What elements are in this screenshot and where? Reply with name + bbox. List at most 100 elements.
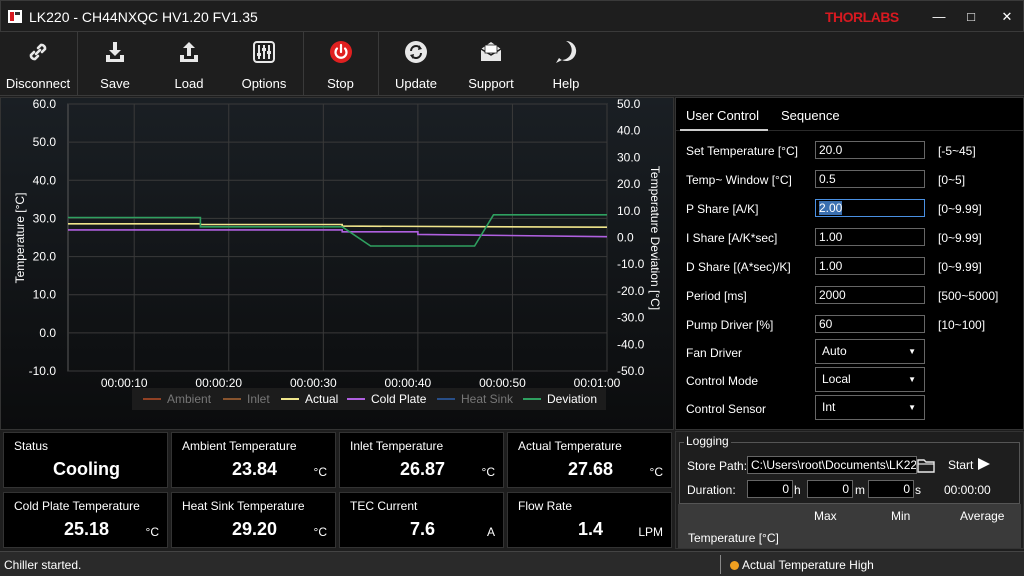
temperature-chart: 60.0 50.0 40.0 30.0 20.0 10.0 0.0 -10.0 50.0 40.0…	[13, 98, 662, 410]
tile-value: 29.20	[231, 519, 278, 539]
heat-sink-temperature-tile: Heat Sink Temperature 29.20 °C	[171, 492, 336, 548]
max-header: Max	[814, 509, 837, 523]
y2-tick-label: 10.0	[617, 204, 641, 218]
tile-label: Heat Sink Temperature	[182, 499, 305, 513]
help-label: Help	[552, 76, 580, 91]
temp-window-input[interactable]: 0.5	[815, 170, 925, 188]
control-mode-select[interactable]: Local ▼	[815, 367, 925, 392]
play-icon[interactable]	[977, 457, 991, 471]
tile-label: Actual Temperature	[518, 439, 622, 453]
d-share-label: D Share [(A*sec)/K]	[686, 260, 791, 274]
logging-title: Logging	[684, 434, 731, 448]
save-button[interactable]: Save	[78, 32, 152, 96]
maximize-button[interactable]: □	[967, 9, 975, 24]
y2-tick-label: -40.0	[617, 337, 645, 351]
legend-item-heat-sink[interactable]: Heat Sink	[461, 392, 514, 406]
d-share-input[interactable]: 1.00	[815, 257, 925, 275]
series-line-cold-plate	[68, 229, 608, 238]
folder-icon[interactable]	[917, 457, 935, 473]
update-button[interactable]: Update	[379, 32, 453, 96]
brand-logo: THORLABS	[825, 9, 899, 25]
load-button[interactable]: Load	[152, 32, 226, 96]
y2-tick-label: -30.0	[617, 311, 645, 325]
legend-item-actual[interactable]: Actual	[305, 392, 338, 406]
pump-driver-label: Pump Driver [%]	[686, 318, 774, 332]
store-path-input[interactable]: C:\Users\root\Documents\LK22	[747, 456, 917, 474]
duration-hours-input[interactable]: 0	[747, 480, 793, 498]
active-tab-indicator	[680, 129, 768, 131]
tile-value: 23.84	[231, 459, 278, 479]
sliders-icon	[253, 41, 275, 63]
disconnect-label: Disconnect	[5, 76, 71, 91]
x-tick-label: 00:00:30	[290, 376, 337, 390]
x-tick-label: 00:01:00	[574, 376, 621, 390]
y2-tick-label: 20.0	[617, 177, 641, 191]
minimize-button[interactable]: —	[932, 9, 946, 24]
x-tick-label: 00:00:20	[195, 376, 242, 390]
status-alert: Actual Temperature High	[742, 558, 874, 572]
y-tick-label: 30.0	[33, 211, 57, 225]
control-mode-label: Control Mode	[686, 374, 759, 388]
upload-icon	[180, 42, 198, 62]
cold-plate-temperature-tile: Cold Plate Temperature 25.18 °C	[3, 492, 168, 548]
fan-driver-select[interactable]: Auto ▼	[815, 339, 925, 364]
close-button[interactable]: ✕	[1001, 9, 1013, 24]
period-input[interactable]: 2000	[815, 286, 925, 304]
pump-driver-input[interactable]: 60	[815, 315, 925, 333]
series-line-deviation	[68, 214, 607, 247]
y2-tick-label: -50.0	[617, 364, 645, 378]
stop-button[interactable]: Stop	[304, 32, 377, 96]
y-axis-label: Temperature [°C]	[13, 193, 27, 284]
series-line-actual	[68, 223, 608, 228]
p-share-input[interactable]: 2.00	[815, 199, 925, 217]
i-share-label: I Share [A/K*sec]	[686, 231, 778, 245]
control-sensor-select[interactable]: Int ▼	[815, 395, 925, 420]
plot-area	[67, 103, 608, 372]
tile-value: 27.68	[567, 459, 614, 479]
logging-group	[679, 442, 1020, 504]
tile-label: Cold Plate Temperature	[14, 499, 140, 513]
tab-user-control[interactable]: User Control	[686, 108, 759, 123]
duration-minutes-input[interactable]: 0	[807, 480, 853, 498]
fan-driver-value: Auto	[822, 344, 847, 358]
tile-label: Ambient Temperature	[182, 439, 297, 453]
tile-value: 1.4	[577, 519, 604, 539]
tile-value: 26.87	[399, 459, 446, 479]
options-button[interactable]: Options	[226, 32, 302, 96]
legend-item-inlet[interactable]: Inlet	[247, 392, 270, 406]
chevron-down-icon: ▼	[908, 347, 916, 356]
disconnect-button[interactable]: Disconnect	[0, 32, 76, 96]
tile-unit: °C	[313, 525, 327, 539]
duration-seconds-input[interactable]: 0	[868, 480, 914, 498]
link-icon	[29, 43, 47, 61]
store-path-label: Store Path:	[687, 459, 748, 473]
download-icon	[106, 42, 124, 62]
temperature-chart-panel: 60.0 50.0 40.0 30.0 20.0 10.0 0.0 -10.0 50.0 40.0…	[0, 97, 674, 430]
support-button[interactable]: Support	[453, 32, 529, 96]
power-icon	[329, 41, 352, 63]
actual-temperature-tile: Actual Temperature 27.68 °C	[507, 432, 672, 488]
svg-text:?: ?	[562, 44, 571, 60]
i-share-input[interactable]: 1.00	[815, 228, 925, 246]
tab-sequence[interactable]: Sequence	[781, 108, 840, 123]
legend-box	[132, 388, 606, 410]
warning-indicator-icon	[730, 561, 739, 570]
start-label[interactable]: Start	[948, 458, 974, 472]
y-tick-label: 40.0	[33, 173, 57, 187]
tile-unit: °C	[649, 465, 663, 479]
options-label: Options	[241, 76, 287, 91]
tile-value: 7.6	[409, 519, 436, 539]
legend-item-cold-plate[interactable]: Cold Plate	[371, 392, 427, 406]
status-message: Chiller started.	[4, 558, 82, 572]
chevron-down-icon: ▼	[908, 403, 916, 412]
legend-item-ambient[interactable]: Ambient	[167, 392, 212, 406]
i-share-range: [0~9.99]	[938, 231, 982, 245]
help-button[interactable]: ? Help	[529, 32, 603, 96]
legend-item-deviation[interactable]: Deviation	[547, 392, 597, 406]
set-temperature-input[interactable]: 20.0	[815, 141, 925, 159]
temp-window-range: [0~5]	[938, 173, 966, 187]
tec-current-tile: TEC Current 7.6 A	[339, 492, 504, 548]
tile-unit: °C	[313, 465, 327, 479]
y-tick-label: 10.0	[33, 288, 57, 302]
fan-driver-label: Fan Driver	[686, 346, 743, 360]
